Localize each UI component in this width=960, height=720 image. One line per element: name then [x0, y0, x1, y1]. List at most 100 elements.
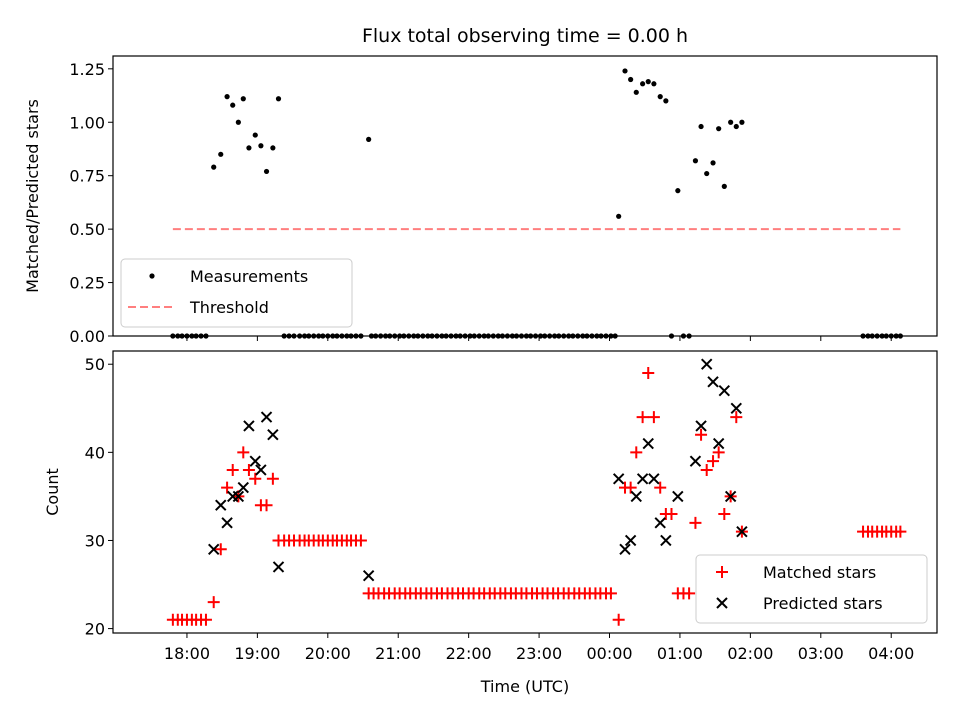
predicted-stars-point — [624, 534, 637, 547]
matched-stars-point — [199, 613, 212, 626]
predicted-stars-point — [648, 473, 660, 485]
ratio-legend-threshold-label: Threshold — [189, 298, 269, 317]
matched-stars-point — [237, 446, 250, 459]
matched-stars-point — [647, 411, 660, 424]
count-legend-box — [695, 554, 928, 624]
count-panel-frame — [112, 350, 938, 634]
matched-stars-point — [700, 463, 713, 476]
count-legend-predicted-marker — [716, 597, 728, 609]
matched-stars-point — [730, 411, 743, 424]
matched-stars-point — [354, 534, 367, 547]
measurements-point — [622, 68, 628, 74]
predicted-stars-point — [642, 437, 654, 450]
predicted-stars-point — [636, 473, 649, 485]
measurements-point — [275, 96, 282, 102]
predicted-stars-point — [707, 376, 719, 388]
matched-stars-point — [894, 525, 907, 538]
predicted-stars-point — [208, 543, 220, 555]
matched-stars-point — [665, 508, 678, 521]
count-legend-predicted-label: Predicted stars — [763, 594, 883, 613]
measurements-point — [692, 158, 699, 164]
chart-title: Flux total observing time = 0.00 h — [362, 25, 688, 47]
count-y-tick-label: 30 — [85, 531, 105, 550]
measurements-point — [224, 94, 230, 100]
predicted-stars-point — [267, 429, 279, 441]
measurements-point — [633, 89, 639, 95]
x-tick-label: 04:00 — [868, 644, 914, 663]
count-legend-matched-marker — [716, 566, 728, 578]
ratio-legend-measurements-label: Measurements — [190, 267, 308, 286]
ratio-y-tick-label: 0.50 — [69, 220, 105, 239]
count-panel: 20 30 40 50 18:00 19:00 20:00 21:00 22:00 23:00 0… — [43, 350, 938, 663]
matched-stars-point — [630, 446, 643, 459]
count-y-tick-label: 50 — [85, 355, 105, 374]
predicted-stars-point — [712, 437, 725, 450]
matched-stars-point — [249, 472, 262, 485]
x-axis-label: Time (UTC) — [480, 677, 569, 696]
x-tick-label: 23:00 — [516, 644, 562, 663]
ratio-legend: Measurements Threshold — [120, 258, 353, 328]
predicted-stars-point — [700, 358, 713, 370]
predicted-stars-point — [695, 420, 707, 432]
ratio-y-tick-label: 1.25 — [69, 60, 105, 79]
measurements-point — [739, 119, 745, 125]
measurements-point — [698, 123, 704, 130]
predicted-stars-point — [724, 490, 737, 503]
predicted-stars-point — [630, 490, 642, 503]
matched-stars-point — [226, 463, 239, 476]
matched-stars-point — [642, 367, 655, 380]
matched-stars-point — [707, 455, 720, 468]
matched-stars-point — [712, 446, 725, 459]
count-y-axis-label: Count — [43, 468, 62, 516]
predicted-stars-point — [232, 490, 245, 503]
ratio-y-tick-label: 1.00 — [69, 113, 105, 132]
measurements-point — [616, 213, 622, 219]
predicted-stars-point — [619, 543, 631, 555]
measurements-point — [235, 119, 241, 125]
matched-stars-point — [207, 596, 220, 609]
measurements-point — [728, 119, 734, 125]
matched-stars-point — [683, 587, 696, 600]
predicted-stars-point — [654, 517, 666, 529]
count-legend: Matched stars Predicted stars — [695, 554, 928, 624]
measurements-point — [663, 98, 669, 104]
matched-stars-point — [695, 428, 708, 441]
x-tick-label: 20:00 — [305, 644, 351, 663]
measurements-point — [675, 188, 681, 194]
measurements-point — [645, 79, 651, 85]
predicted-stars-point — [215, 499, 227, 511]
predicted-stars-point — [736, 525, 748, 538]
count-y-tick-label: 40 — [85, 443, 105, 462]
measurements-point — [657, 94, 663, 100]
measurements-point — [721, 183, 727, 189]
matched-stars-point — [260, 499, 273, 512]
predicted-stars-point — [260, 411, 273, 423]
measurements-point — [218, 151, 224, 157]
predicted-stars-point — [272, 561, 285, 573]
measurements-point — [366, 136, 372, 142]
x-tick-label: 18:00 — [164, 644, 210, 663]
predicted-stars-point — [689, 455, 702, 467]
measurements-point — [710, 160, 716, 166]
matched-stars-point — [242, 463, 255, 476]
predicted-stars-point — [730, 402, 742, 414]
measurements-point — [733, 123, 739, 130]
ratio-y-tick-label: 0.75 — [69, 167, 105, 186]
ratio-panel-frame — [112, 55, 938, 337]
x-tick-label: 19:00 — [234, 644, 280, 663]
predicted-stars-point — [243, 420, 255, 432]
measurements-point — [230, 102, 236, 108]
matched-stars-point — [689, 516, 702, 529]
ratio-legend-box — [120, 258, 353, 328]
measurements-point — [263, 168, 270, 175]
predicted-stars-point — [718, 384, 731, 397]
ratio-legend-measurements-marker — [149, 273, 155, 279]
predicted-stars-point — [255, 464, 267, 476]
matched-stars-point — [266, 472, 279, 485]
matched-stars-point — [612, 613, 625, 626]
measurements-point — [246, 145, 252, 151]
predicted-stars-point — [672, 490, 684, 503]
predicted-stars-point — [362, 570, 375, 582]
ratio-panel: 0.00 0.25 0.50 0.75 1.00 1.25 Matched/Predict… — [23, 55, 938, 346]
